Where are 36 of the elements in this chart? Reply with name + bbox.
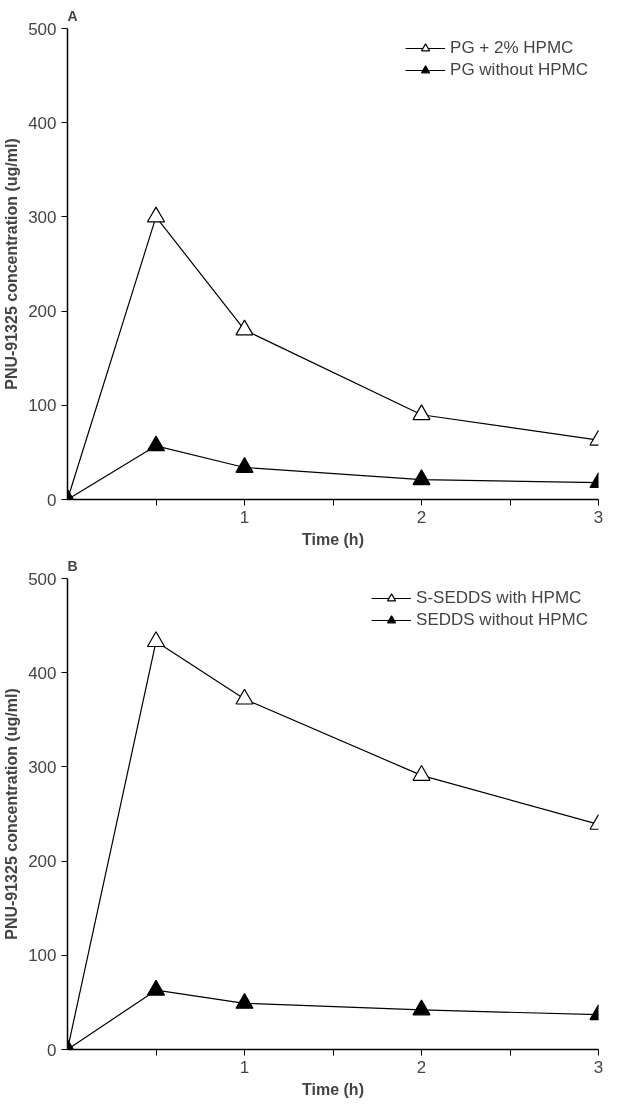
x-tick-label: 2 xyxy=(416,507,427,527)
point xyxy=(235,688,254,705)
y-tick-label: 100 xyxy=(28,396,57,416)
x-axis-title: Time (h) xyxy=(302,1080,364,1098)
point xyxy=(235,457,254,473)
y-tick-label: 0 xyxy=(47,1040,57,1060)
point xyxy=(146,631,166,648)
x-tick-label: 3 xyxy=(593,507,604,527)
legend-label: PG without HPMC xyxy=(450,60,588,80)
x-tick-label: 3 xyxy=(593,1057,604,1077)
point xyxy=(146,435,166,452)
point xyxy=(235,992,254,1009)
x-axis-title: Time (h) xyxy=(302,530,364,548)
legend-label: SEDDS without HPMC xyxy=(416,610,588,630)
y-axis-title: PNU-91325 concentration (ug/ml) xyxy=(3,688,21,940)
y-tick-label: 400 xyxy=(28,663,57,683)
y-tick-label: 0 xyxy=(47,490,57,510)
y-tick-label: 100 xyxy=(28,946,57,966)
x-tick-label: 1 xyxy=(239,507,250,527)
y-tick-label: 200 xyxy=(28,852,57,872)
y-tick-label: 400 xyxy=(28,113,57,133)
legend-label: PG + 2% HPMC xyxy=(450,38,574,58)
point xyxy=(146,206,166,223)
y-tick-label: 300 xyxy=(28,757,57,777)
point xyxy=(235,319,254,336)
x-tick-label: 2 xyxy=(416,1057,427,1077)
y-tick-label: 500 xyxy=(28,19,57,39)
y-tick-label: 200 xyxy=(28,302,57,322)
point xyxy=(146,979,166,996)
y-tick-label: 300 xyxy=(28,207,57,227)
x-tick-label: 1 xyxy=(239,1057,250,1077)
legend-label: S-SEDDS with HPMC xyxy=(416,588,582,608)
chart-title: A xyxy=(67,7,78,24)
y-tick-label: 500 xyxy=(28,569,57,589)
chart-title: B xyxy=(67,557,78,574)
y-axis-title: PNU-91325 concentration (ug/ml) xyxy=(3,138,21,390)
